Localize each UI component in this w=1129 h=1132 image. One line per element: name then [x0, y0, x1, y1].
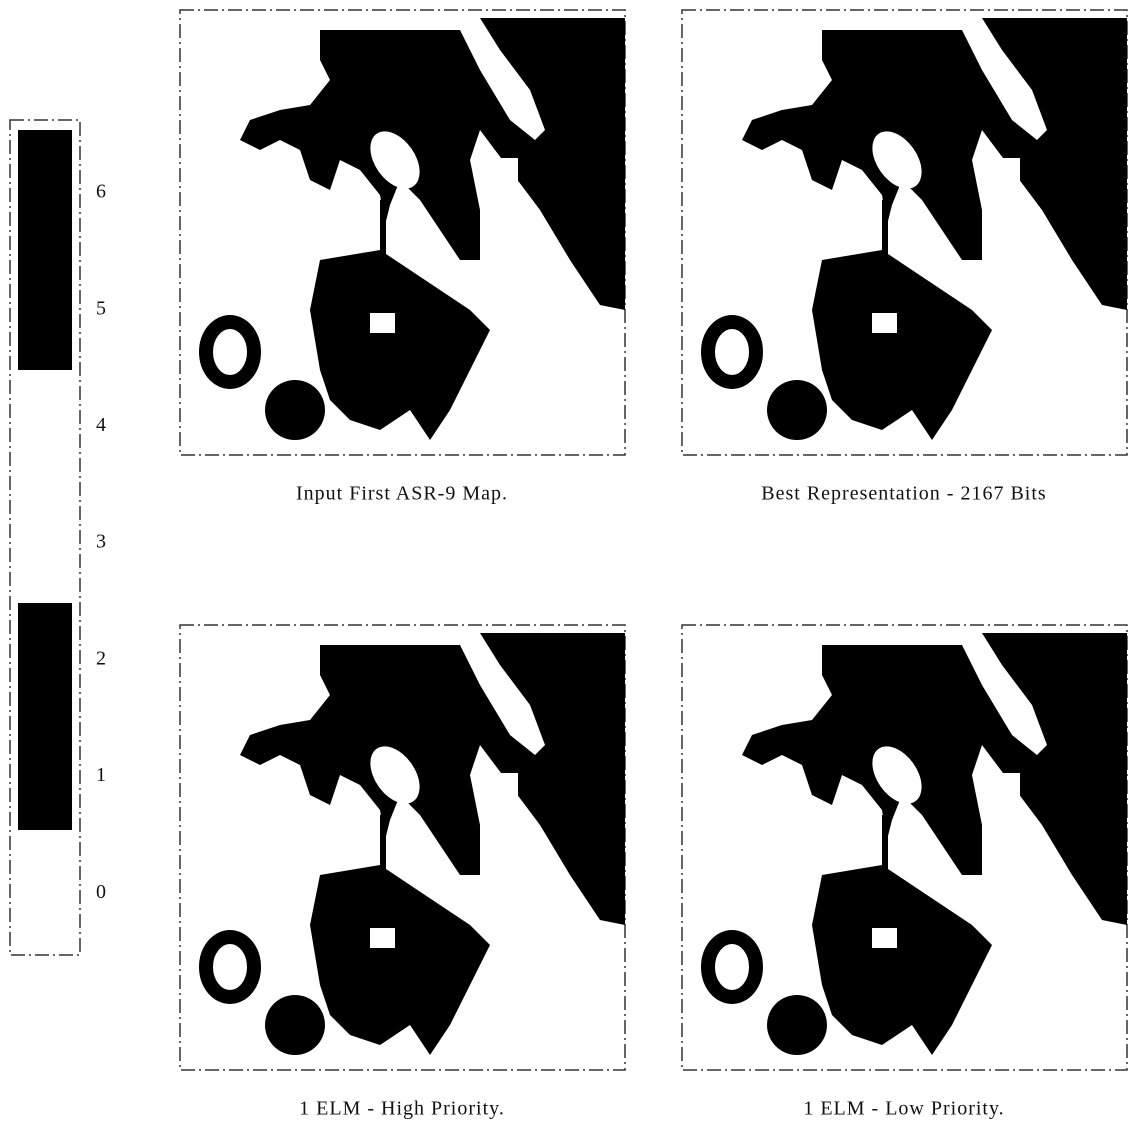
map-panel — [180, 625, 625, 1070]
colorbar-label: 1 — [96, 764, 107, 786]
panel-caption: 1 ELM - High Priority. — [299, 1098, 505, 1120]
colorbar-label: 3 — [96, 531, 107, 553]
captions: Input First ASR-9 Map. Best Representatio… — [296, 483, 1046, 1120]
map-panel — [180, 10, 625, 455]
map-panel — [682, 625, 1127, 1070]
colorbar-label: 2 — [96, 647, 107, 669]
panel-caption: Input First ASR-9 Map. — [296, 483, 508, 505]
colorbar-label: 5 — [96, 297, 107, 319]
colorbar-labels: 6 5 4 3 2 1 0 — [96, 181, 107, 903]
colorbar — [9, 119, 81, 956]
panel-caption: Best Representation - 2167 Bits — [761, 483, 1046, 505]
colorbar-label: 6 — [96, 181, 107, 203]
colorbar-label: 0 — [96, 881, 107, 903]
map-panel — [682, 10, 1127, 455]
panel-caption: 1 ELM - Low Priority. — [803, 1098, 1004, 1120]
colorbar-label: 4 — [96, 414, 107, 436]
